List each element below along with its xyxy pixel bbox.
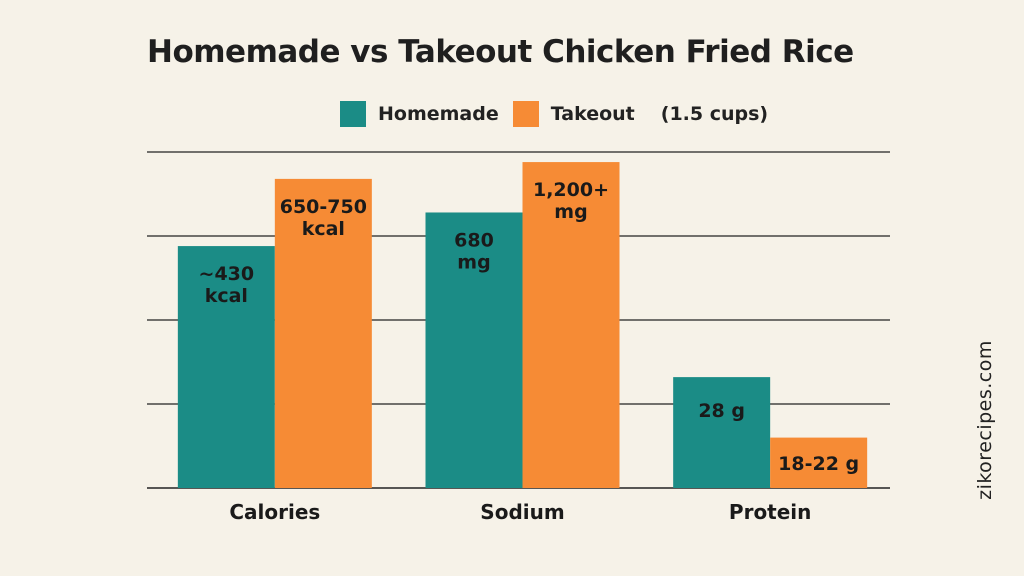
legend-label-takeout: Takeout (550, 103, 635, 125)
bar-takeout-sodium (522, 162, 620, 488)
chart-legend: Homemade Takeout (1.5 cups) (340, 101, 768, 127)
chart-title: Homemade vs Takeout Chicken Fried Rice (147, 34, 854, 70)
data-label: ~430 kcal (199, 263, 255, 307)
x-tick-label: Protein (729, 500, 811, 524)
bar-homemade-calories (177, 246, 275, 488)
data-label: 1,200+ mg (533, 179, 609, 223)
legend-swatch-homemade (340, 101, 366, 127)
legend-item-takeout: Takeout (512, 101, 635, 127)
site-watermark: zikorecipes.com (974, 340, 996, 500)
x-tick-label: Sodium (480, 500, 564, 524)
data-label: 650-750 kcal (280, 196, 367, 240)
data-label: 28 g (698, 400, 745, 422)
legend-item-homemade: Homemade (340, 101, 499, 127)
legend-swatch-takeout (512, 101, 539, 127)
bar-takeout-calories (274, 178, 372, 488)
legend-label-homemade: Homemade (378, 103, 499, 125)
data-label: 680 mg (454, 229, 494, 273)
bar-takeout-protein (770, 437, 868, 488)
bar-homemade-protein (673, 377, 771, 488)
bar-homemade-sodium (425, 212, 523, 489)
x-tick-label: Calories (229, 500, 320, 524)
legend-serving-note: (1.5 cups) (660, 103, 769, 125)
data-label: 18-22 g (778, 453, 859, 475)
